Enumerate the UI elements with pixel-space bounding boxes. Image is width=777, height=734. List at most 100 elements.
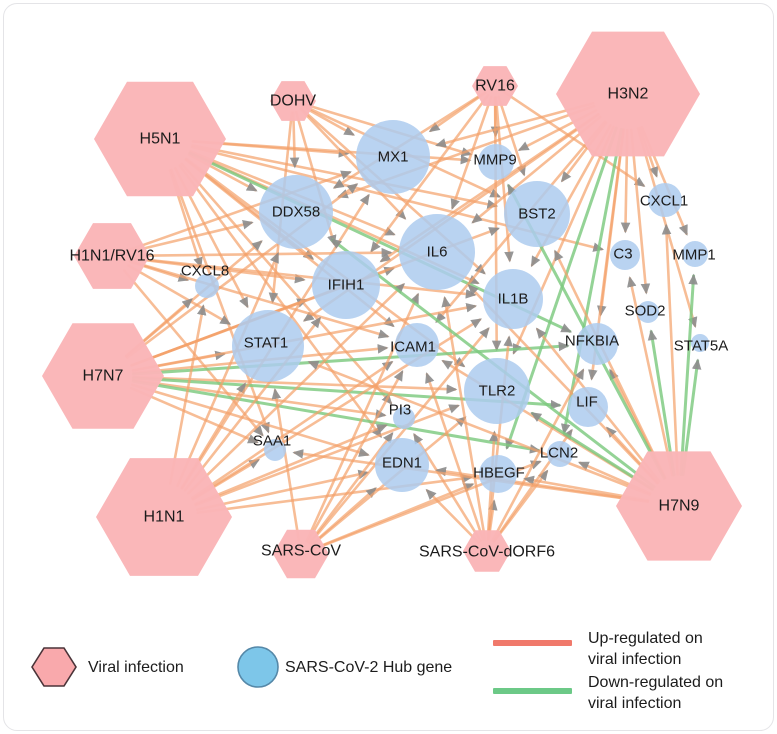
viral-infection-hexagon-icon: [31, 647, 77, 687]
gene-node-LCN2: [547, 441, 573, 467]
edge-H7N7-TLR2-up: [132, 375, 458, 394]
gene-label-IL6: IL6: [427, 244, 448, 261]
down-regulated-line-icon: [493, 688, 572, 694]
gene-node-SOD2: [637, 301, 659, 323]
gene-label-LCN2: LCN2: [540, 445, 578, 462]
gene-label-SOD2: SOD2: [625, 303, 666, 320]
gene-node-NFKBIA: [576, 323, 618, 365]
legend-down-line2: viral infection: [588, 695, 682, 712]
gene-node-C3: [610, 240, 640, 270]
gene-label-MX1: MX1: [378, 149, 409, 166]
gene-label-DDX58: DDX58: [272, 204, 320, 221]
gene-node-MX1: [356, 120, 430, 194]
edge-DOHV-DDX58-up: [289, 111, 300, 169]
gene-node-LIF: [568, 387, 608, 427]
gene-node-IL6: [399, 214, 475, 290]
edge-H1N1_RV16-DDX58-up: [129, 219, 254, 253]
up-regulated-line-icon: [493, 640, 572, 646]
edge-H1N1-DDX58-up: [176, 251, 280, 488]
edge-H1N1_RV16-IL1B-up: [129, 256, 477, 299]
virus-label-H7N9: H7N9: [659, 498, 700, 515]
virus-node-H1N1: [96, 458, 232, 576]
edge-H7N9-SOD2-down: [647, 329, 676, 477]
edge-H1N1-CXCL8-up: [168, 304, 207, 485]
gene-node-BST2: [504, 181, 570, 247]
labels-layer: H5N1 DOHV RV16 H3N2 H1N1/RV16 H7N7 H1N1 SARS-Co…: [69, 78, 728, 561]
gene-label-CXCL8: CXCL8: [181, 263, 229, 280]
gene-node-IFIH1: [312, 251, 380, 319]
edge-RV16-IFIH1-up: [370, 93, 490, 253]
virus-node-H3N2: [556, 31, 700, 157]
legend-virus-label: Viral infection: [88, 659, 184, 676]
gene-label-CXCL1: CXCL1: [640, 193, 688, 210]
virus-node-H7N9: [616, 451, 742, 561]
virus-label-H7N7: H7N7: [83, 368, 124, 385]
gene-label-STAT1: STAT1: [244, 335, 288, 352]
virus-label-SARS_CoV_dORF6: SARS-CoV-dORF6: [419, 544, 555, 561]
gene-label-IL1B: IL1B: [498, 291, 529, 308]
gene-label-SAA1: SAA1: [253, 433, 291, 450]
gene-nodes-layer: [195, 120, 709, 493]
virus-node-SARS_CoV: [273, 529, 329, 579]
edge-H1N1_RV16-STAT1-up: [127, 264, 232, 325]
edge-SARS_CoV-ICAM1-up: [306, 370, 404, 544]
edge-SARS_CoV_dORF6-NFKBIA-up: [491, 368, 585, 542]
gene-label-PI3: PI3: [389, 402, 412, 419]
edge-SARS_CoV-PI3-up: [308, 431, 394, 545]
gene-label-IFIH1: IFIH1: [328, 277, 365, 294]
gene-node-MMP9: [478, 144, 514, 180]
gene-label-BST2: BST2: [518, 206, 556, 223]
legend-virus-swatch: [31, 647, 77, 687]
edge-H7N7-SAA1-up: [129, 386, 259, 444]
virus-label-DOHV: DOHV: [270, 93, 317, 110]
legend-up-line2: viral infection: [588, 651, 682, 668]
edge-H7N9-STAT1-up: [307, 360, 651, 496]
virus-node-H1N1_RV16: [74, 223, 150, 289]
virus-label-H1N1_RV16: H1N1/RV16: [69, 248, 154, 265]
edge-H7N9-BST2-up: [554, 249, 667, 480]
edge-H3N2-IL6-up: [471, 115, 602, 224]
gene-node-PI3: [393, 407, 415, 429]
edge-H7N9-CXCL1-up: [661, 223, 679, 476]
edge-RV16-IL6-up: [450, 95, 493, 210]
gene-label-ICAM1: ICAM1: [390, 339, 436, 356]
legend-down-line1: Down-regulated on: [588, 674, 724, 691]
hub-gene-circle-icon: [237, 646, 279, 688]
virus-node-SARS_CoV_dORF6: [463, 530, 511, 572]
edge-H1N1-EDN1-up: [195, 469, 370, 512]
gene-label-TLR2: TLR2: [479, 383, 516, 400]
edge-H5N1-PI3-up: [180, 162, 393, 405]
legend-gene-swatch: [237, 646, 279, 688]
virus-node-H5N1: [94, 81, 226, 197]
edge-SARS_CoV_dORF6-IL6-up: [441, 296, 487, 541]
gene-node-EDN1: [375, 438, 429, 492]
virus-label-H5N1: H5N1: [140, 131, 181, 148]
gene-node-MMP1: [682, 241, 708, 267]
edge-SARS_CoV-STAT1-up: [271, 388, 301, 542]
edge-H7N9-MMP1-down: [679, 273, 698, 477]
edge-H1N1_RV16-SAA1-up: [122, 269, 264, 437]
edge-H3N2-LCN2-down: [560, 127, 623, 435]
gene-label-NFKBIA: NFKBIA: [565, 333, 619, 350]
edge-H7N7-LCN2-down: [131, 379, 541, 454]
virus-nodes-layer: [42, 31, 742, 579]
virus-node-DOHV: [270, 81, 316, 121]
virus-label-SARS_CoV: SARS-CoV: [261, 543, 341, 560]
gene-node-DDX58: [259, 175, 333, 249]
edge-H7N9-SAA1-up: [292, 449, 650, 504]
legend-up-line1: Up-regulated on: [588, 630, 703, 647]
legend-up-label: Up-regulated on viral infection: [588, 628, 703, 670]
legend-gene-label: SARS-CoV-2 Hub gene: [285, 659, 453, 676]
gene-node-STAT1: [232, 310, 304, 382]
edge-DOHV-IL6-up: [299, 108, 407, 220]
edge-H7N9-TLR2-down: [530, 411, 654, 491]
edge-SARS_CoV-IL1B-up: [308, 327, 490, 545]
gene-node-HBEGF: [479, 455, 517, 493]
edge-DOHV-MX1-up: [301, 105, 355, 136]
edge-H3N2-SOD2-up: [629, 128, 651, 295]
gene-node-SAA1: [264, 439, 286, 461]
edge-H5N1-SAA1-up: [170, 168, 270, 434]
gene-label-MMP9: MMP9: [473, 152, 516, 169]
edge-SARS_CoV_dORF6-ICAM1-up: [425, 372, 485, 541]
edge-H7N7-EDN1-up: [130, 383, 370, 457]
